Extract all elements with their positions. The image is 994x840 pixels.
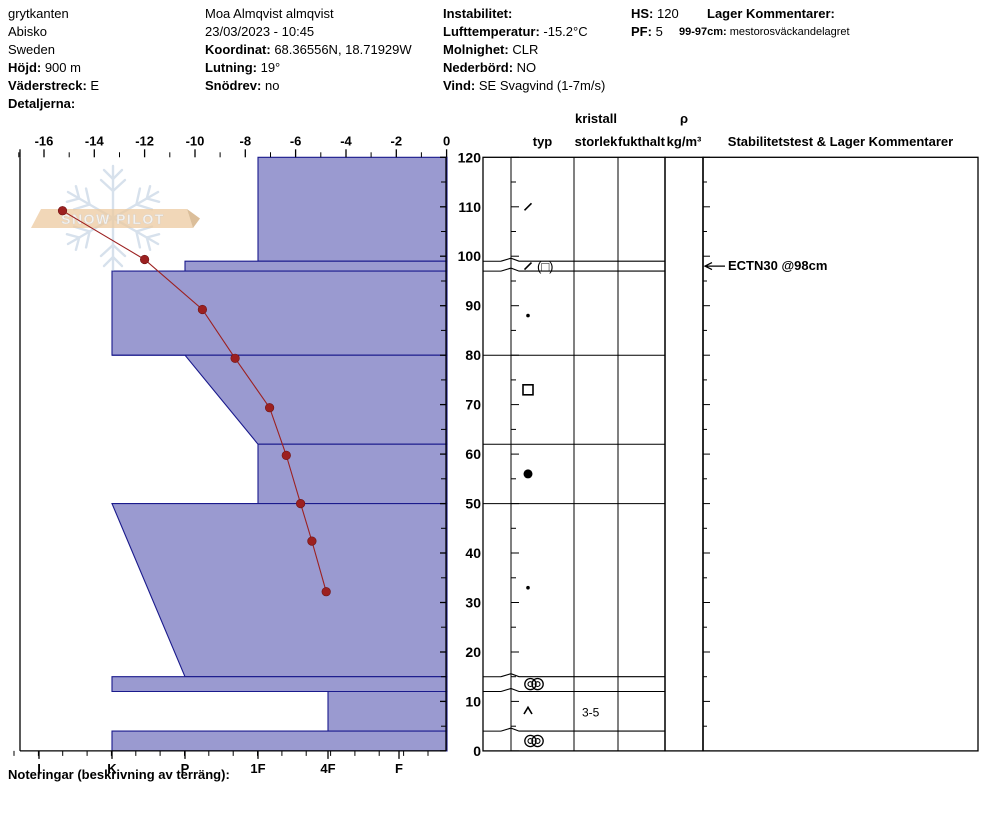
svg-text:50: 50 bbox=[465, 496, 481, 512]
svg-text:-16: -16 bbox=[35, 133, 54, 148]
svg-text:0: 0 bbox=[473, 743, 481, 759]
svg-text:60: 60 bbox=[465, 446, 481, 462]
svg-text:K: K bbox=[107, 761, 117, 776]
svg-text:F: F bbox=[395, 761, 403, 776]
svg-text:20: 20 bbox=[465, 644, 481, 660]
svg-text:-4: -4 bbox=[340, 133, 352, 148]
svg-text:(□): (□) bbox=[537, 259, 554, 274]
svg-text:kg/m³: kg/m³ bbox=[667, 134, 702, 149]
svg-text:100: 100 bbox=[458, 248, 482, 264]
svg-text:0: 0 bbox=[443, 133, 450, 148]
svg-text:-6: -6 bbox=[290, 133, 302, 148]
svg-text:-14: -14 bbox=[85, 133, 105, 148]
svg-text:typ: typ bbox=[533, 134, 553, 149]
svg-text:-12: -12 bbox=[135, 133, 154, 148]
svg-text:110: 110 bbox=[458, 199, 481, 215]
svg-text:storlek: storlek bbox=[575, 134, 618, 149]
svg-text:1F: 1F bbox=[250, 761, 265, 776]
svg-text:-10: -10 bbox=[186, 133, 205, 148]
svg-text:Stabilitetstest & Lager Kommen: Stabilitetstest & Lager Kommentarer bbox=[728, 134, 953, 149]
svg-text:70: 70 bbox=[465, 397, 481, 413]
svg-text:3-5: 3-5 bbox=[582, 705, 600, 719]
svg-text:-8: -8 bbox=[240, 133, 252, 148]
svg-text:80: 80 bbox=[465, 347, 481, 363]
svg-text:kristall: kristall bbox=[575, 111, 617, 126]
svg-text:10: 10 bbox=[465, 693, 481, 709]
svg-text:fukthalt: fukthalt bbox=[618, 134, 666, 149]
svg-text:90: 90 bbox=[465, 298, 481, 314]
svg-text:ρ: ρ bbox=[680, 111, 688, 126]
svg-text:120: 120 bbox=[458, 149, 482, 165]
svg-text:P: P bbox=[181, 761, 190, 776]
svg-text:I: I bbox=[37, 761, 41, 776]
svg-text:-2: -2 bbox=[391, 133, 403, 148]
svg-text:30: 30 bbox=[465, 595, 481, 611]
svg-text:ECTN30 @98cm: ECTN30 @98cm bbox=[728, 258, 827, 273]
svg-text:4F: 4F bbox=[320, 761, 335, 776]
svg-text:40: 40 bbox=[465, 545, 481, 561]
